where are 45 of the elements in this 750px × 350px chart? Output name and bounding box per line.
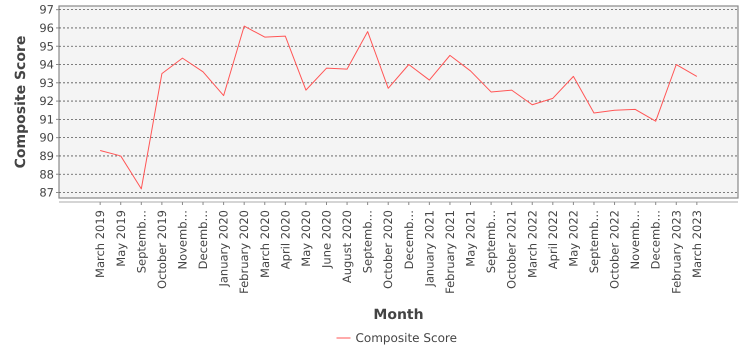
line-series (100, 26, 698, 190)
x-tick-label: April 2022 (546, 210, 560, 270)
x-tick-label: May 2019 (114, 210, 128, 267)
x-tick-label: Decemb… (402, 210, 416, 270)
y-tick-label: 95 (39, 39, 54, 54)
x-tick-label: October 2022 (608, 210, 622, 289)
x-tick-label: May 2022 (566, 210, 580, 267)
y-tick-label: 90 (39, 130, 54, 145)
x-tick-label: Septemb… (360, 210, 375, 274)
x-tick-label: March 2019 (93, 210, 108, 278)
y-tick-label: 89 (39, 148, 54, 163)
x-tick-label: February 2021 (442, 210, 457, 294)
x-tick-label: October 2020 (381, 210, 396, 289)
x-tick-label: May 2020 (298, 210, 313, 267)
x-tick-label: June 2020 (320, 210, 334, 269)
y-tick-label: 96 (39, 20, 54, 35)
x-tick-label: Septemb… (586, 210, 601, 274)
x-tick-label: January 2020 (216, 210, 231, 288)
x-tick-label: Decemb… (196, 210, 210, 270)
y-tick-label: 92 (39, 94, 54, 108)
x-tick-label: January 2021 (422, 210, 436, 288)
x-tick-label: Novemb… (175, 210, 190, 270)
x-tick-label: Decemb… (648, 210, 663, 270)
x-tick-label: February 2020 (237, 210, 252, 294)
y-axis-title: Composite Score (13, 36, 29, 168)
y-tick-label: 94 (39, 58, 54, 72)
x-tick-label: March 2023 (690, 210, 704, 278)
x-tick-label: August 2020 (340, 210, 354, 284)
y-tick-label: 88 (39, 167, 54, 182)
x-tick-label: April 2020 (278, 210, 292, 270)
x-tick-label: May 2021 (464, 210, 478, 267)
y-tick-label: 93 (39, 76, 54, 90)
y-tick-label: 91 (39, 112, 54, 126)
x-tick-label: Septemb… (484, 210, 498, 274)
legend-label: Composite Score (356, 331, 457, 346)
x-tick-label: February 2023 (669, 210, 684, 294)
x-tick-label: Septemb… (134, 210, 148, 274)
y-tick-label: 87 (39, 186, 54, 200)
y-tick-label: 97 (39, 2, 54, 17)
x-axis-title: Month (373, 307, 424, 323)
x-tick-label: October 2019 (154, 210, 169, 289)
x-tick-label: October 2021 (504, 210, 519, 289)
x-tick-label: Novemb… (628, 210, 642, 270)
x-tick-label: March 2020 (258, 210, 272, 278)
x-tick-label: March 2022 (525, 210, 540, 278)
